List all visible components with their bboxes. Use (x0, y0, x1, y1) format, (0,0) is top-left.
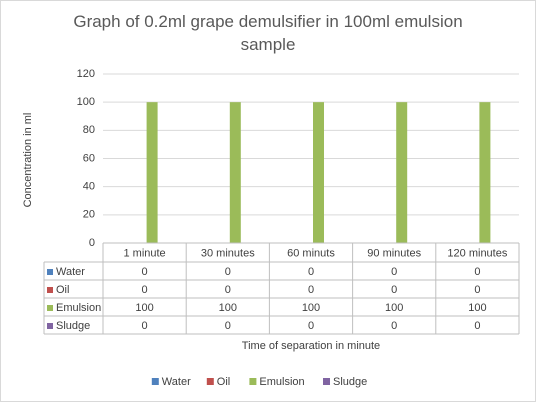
table-cell: 0 (474, 284, 480, 296)
bar (479, 102, 491, 244)
table-legend-key (47, 287, 53, 293)
legend-key (206, 378, 214, 385)
y-tick-label: 80 (83, 124, 95, 136)
bar (146, 102, 158, 244)
table-cell: 0 (474, 266, 480, 278)
legend-key (323, 378, 330, 385)
x-tick-label: 90 minutes (367, 247, 421, 259)
table-cell: 0 (474, 320, 480, 332)
table-cell: 100 (219, 302, 237, 314)
table-cell: 0 (142, 284, 148, 296)
y-axis-title: Concentration in ml (22, 113, 34, 208)
table-cell: 0 (142, 266, 148, 278)
x-axis-title: Time of separation in minute (242, 340, 380, 352)
table-legend-key (47, 305, 53, 311)
table-cell: 0 (391, 284, 397, 296)
y-tick-label: 60 (83, 152, 95, 164)
table-row-label: Oil (56, 284, 69, 296)
table-cell: 100 (302, 302, 320, 314)
table-cell: 0 (308, 266, 314, 278)
x-tick-label: 60 minuts (287, 247, 335, 259)
table-cell: 0 (391, 266, 397, 278)
y-tick-label: 0 (89, 237, 95, 249)
table-row-label: Water (56, 266, 85, 278)
table-cell: 0 (308, 284, 314, 296)
table-legend-key (47, 269, 53, 275)
x-tick-label: 30 minutes (201, 247, 255, 259)
table-row-label: Sludge (56, 320, 90, 332)
bar (313, 102, 324, 244)
table-cell: 0 (225, 320, 231, 332)
table-cell: 100 (385, 302, 403, 314)
table-cell: 0 (142, 320, 148, 332)
table-cell: 0 (225, 266, 231, 278)
bar (396, 102, 408, 244)
table-cell: 100 (135, 302, 153, 314)
table-cell: 0 (308, 320, 314, 332)
table-cell: 0 (391, 320, 397, 332)
bar (229, 102, 241, 244)
table-cell: 100 (468, 302, 486, 314)
y-tick-label: 120 (77, 68, 95, 80)
y-tick-label: 20 (83, 209, 95, 221)
legend-key (249, 378, 257, 385)
legend-key (151, 378, 159, 385)
legend-label: Sludge (333, 376, 367, 388)
table-row-label: Emulsion (56, 302, 101, 314)
legend-label: Water (162, 376, 191, 388)
x-tick-label: 120 minutes (447, 247, 507, 259)
legend-label: Oil (217, 376, 230, 388)
table-legend-key (47, 323, 53, 329)
chart-title: Graph of 0.2ml grape demulsifier in 100m… (73, 12, 463, 54)
x-tick-label: 1 minute (123, 247, 165, 259)
legend-label: Emulsion (259, 376, 304, 388)
table-cell: 0 (225, 284, 231, 296)
y-tick-label: 100 (77, 96, 95, 108)
y-tick-label: 40 (83, 181, 95, 193)
